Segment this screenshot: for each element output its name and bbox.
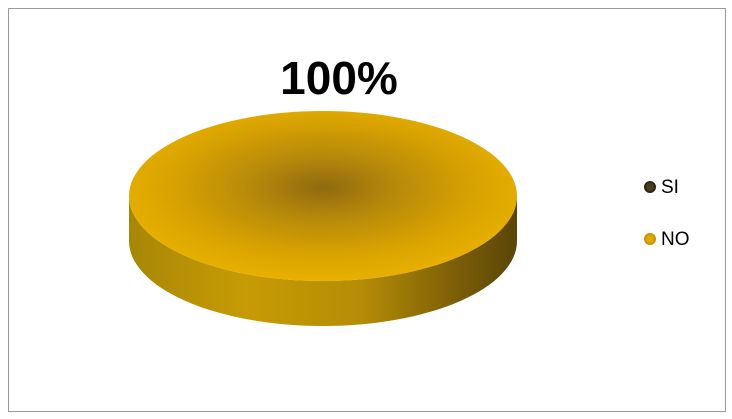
data-label-no: 100% <box>280 52 398 104</box>
pie-slice-no <box>129 111 517 281</box>
legend: SI NO <box>644 174 724 278</box>
legend-marker-no <box>644 233 656 245</box>
legend-item-si[interactable]: SI <box>644 174 724 200</box>
pie-slice-no-side <box>129 196 517 326</box>
legend-label-no: NO <box>661 228 690 250</box>
legend-item-no[interactable]: NO <box>644 226 724 252</box>
legend-label-si: SI <box>661 176 679 198</box>
legend-marker-si <box>644 181 656 193</box>
